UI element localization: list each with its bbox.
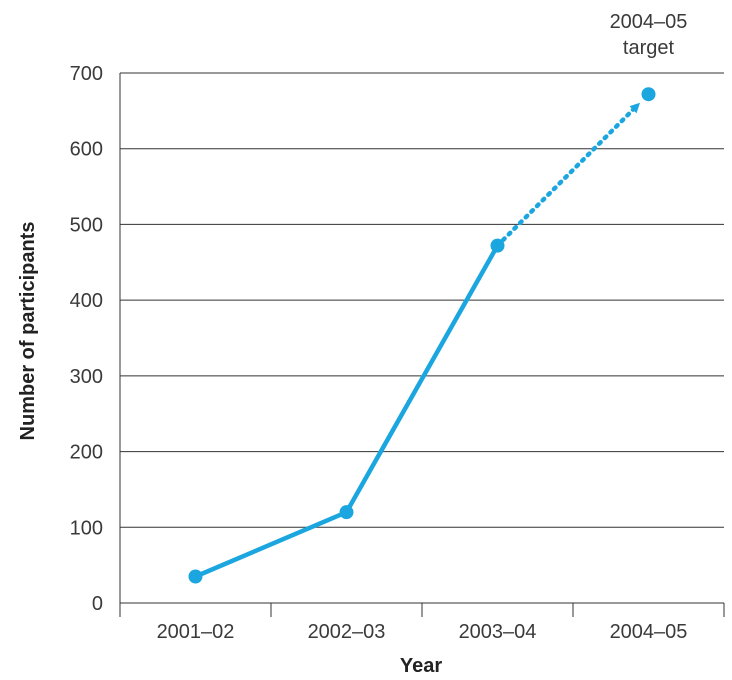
x-tick-label: 2004–05 <box>610 621 688 643</box>
y-tick-label: 700 <box>70 63 103 85</box>
y-axis-ticks: 0 100 200 300 400 500 600 700 <box>70 63 103 615</box>
grid-lines <box>119 72 724 604</box>
annotation-line: target <box>623 37 675 59</box>
data-point <box>490 238 505 253</box>
y-tick-label: 300 <box>70 366 103 388</box>
series-layer <box>188 87 656 584</box>
x-tick-label: 2001–02 <box>157 621 235 643</box>
y-tick-label: 0 <box>92 593 103 615</box>
data-point <box>641 87 656 102</box>
y-tick-label: 100 <box>70 517 103 539</box>
annotation-layer: 2004–05 target <box>610 11 688 59</box>
y-tick-label: 400 <box>70 290 103 312</box>
target-projection-line <box>495 101 641 248</box>
x-tick-label: 2003–04 <box>459 621 537 643</box>
y-tick-label: 600 <box>70 139 103 161</box>
y-axis-title: Number of participants <box>17 222 39 441</box>
target-annotation: 2004–05 target <box>610 11 688 59</box>
annotation-line: 2004–05 <box>610 11 688 33</box>
x-tick-label: 2002–03 <box>308 621 386 643</box>
x-axis-title: Year <box>400 655 442 677</box>
data-point <box>188 569 203 584</box>
y-tick-label: 200 <box>70 442 103 464</box>
y-tick-label: 500 <box>70 214 103 236</box>
data-point <box>339 505 354 520</box>
x-axis-ticks: 2001–02 2002–03 2003–04 2004–05 <box>119 603 725 643</box>
